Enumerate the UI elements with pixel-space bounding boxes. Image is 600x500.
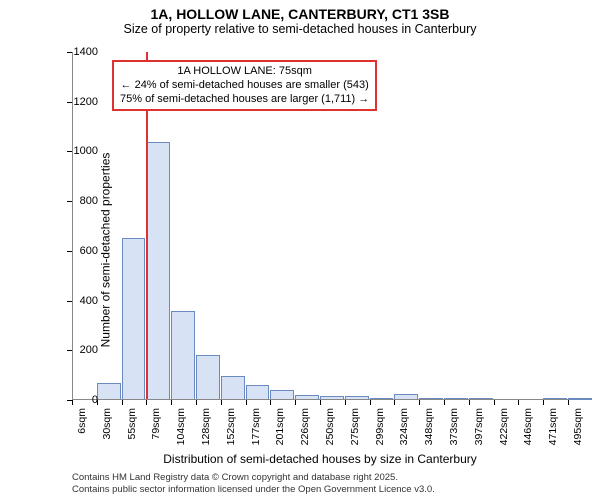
- histogram-bar: [568, 398, 592, 400]
- x-tick-label: 495sqm: [572, 408, 584, 445]
- histogram-bar: [146, 142, 170, 401]
- x-tick-mark: [295, 400, 296, 405]
- x-tick-label: 250sqm: [324, 408, 336, 445]
- y-tick-mark: [67, 350, 72, 351]
- credit-text: Contains HM Land Registry data © Crown c…: [72, 472, 435, 496]
- legend-line-1: 1A HOLLOW LANE: 75sqm: [120, 65, 369, 79]
- y-tick-label: 1400: [58, 46, 98, 58]
- x-tick-label: 397sqm: [473, 408, 485, 445]
- marker-legend: 1A HOLLOW LANE: 75sqm ← 24% of semi-deta…: [112, 60, 377, 111]
- x-tick-label: 324sqm: [398, 408, 410, 445]
- x-tick-label: 55sqm: [126, 408, 138, 440]
- x-tick-label: 348sqm: [423, 408, 435, 445]
- x-tick-mark: [444, 400, 445, 405]
- y-tick-mark: [67, 151, 72, 152]
- credit-line-1: Contains HM Land Registry data © Crown c…: [72, 472, 398, 483]
- x-tick-label: 299sqm: [374, 408, 386, 445]
- y-tick-label: 600: [58, 245, 98, 257]
- x-tick-label: 104sqm: [175, 408, 187, 445]
- x-tick-label: 471sqm: [547, 408, 559, 445]
- x-tick-mark: [543, 400, 544, 405]
- x-tick-label: 30sqm: [101, 408, 113, 440]
- histogram-bar: [122, 238, 146, 400]
- y-tick-label: 0: [58, 394, 98, 406]
- x-tick-mark: [171, 400, 172, 405]
- x-tick-mark: [568, 400, 569, 405]
- x-tick-mark: [270, 400, 271, 405]
- x-tick-mark: [518, 400, 519, 405]
- page-subtitle: Size of property relative to semi-detach…: [0, 22, 600, 38]
- x-tick-mark: [419, 400, 420, 405]
- x-tick-label: 226sqm: [299, 408, 311, 445]
- y-tick-mark: [67, 102, 72, 103]
- x-tick-mark: [122, 400, 123, 405]
- x-tick-mark: [494, 400, 495, 405]
- x-tick-mark: [469, 400, 470, 405]
- x-tick-mark: [370, 400, 371, 405]
- credit-line-2: Contains public sector information licen…: [72, 484, 435, 495]
- x-tick-mark: [196, 400, 197, 405]
- y-tick-mark: [67, 251, 72, 252]
- x-tick-mark: [72, 400, 73, 405]
- y-tick-label: 800: [58, 195, 98, 207]
- histogram-bar: [97, 383, 121, 400]
- x-tick-label: 79sqm: [150, 408, 162, 440]
- page-title: 1A, HOLLOW LANE, CANTERBURY, CT1 3SB: [0, 0, 600, 22]
- x-tick-mark: [320, 400, 321, 405]
- histogram-bar: [196, 355, 220, 400]
- y-tick-mark: [67, 301, 72, 302]
- legend-line-2: ← 24% of semi-detached houses are smalle…: [120, 79, 369, 93]
- y-tick-label: 400: [58, 295, 98, 307]
- x-tick-label: 422sqm: [498, 408, 510, 445]
- x-tick-label: 6sqm: [76, 408, 88, 434]
- x-tick-mark: [221, 400, 222, 405]
- histogram-bar: [246, 385, 270, 400]
- x-tick-label: 152sqm: [225, 408, 237, 445]
- histogram-bar: [221, 376, 245, 400]
- x-tick-label: 201sqm: [274, 408, 286, 445]
- y-tick-label: 1000: [58, 145, 98, 157]
- histogram-bar: [171, 311, 195, 400]
- y-tick-label: 200: [58, 344, 98, 356]
- x-tick-mark: [394, 400, 395, 405]
- x-tick-mark: [146, 400, 147, 405]
- legend-line-3: 75% of semi-detached houses are larger (…: [120, 93, 369, 107]
- x-tick-mark: [345, 400, 346, 405]
- x-tick-mark: [246, 400, 247, 405]
- x-tick-label: 128sqm: [200, 408, 212, 445]
- x-tick-label: 446sqm: [522, 408, 534, 445]
- x-tick-label: 177sqm: [250, 408, 262, 445]
- x-tick-label: 275sqm: [349, 408, 361, 445]
- x-tick-label: 373sqm: [448, 408, 460, 445]
- y-tick-label: 1200: [58, 96, 98, 108]
- y-tick-mark: [67, 52, 72, 53]
- y-tick-mark: [67, 201, 72, 202]
- x-tick-mark: [97, 400, 98, 405]
- x-axis-label: Distribution of semi-detached houses by …: [72, 452, 568, 466]
